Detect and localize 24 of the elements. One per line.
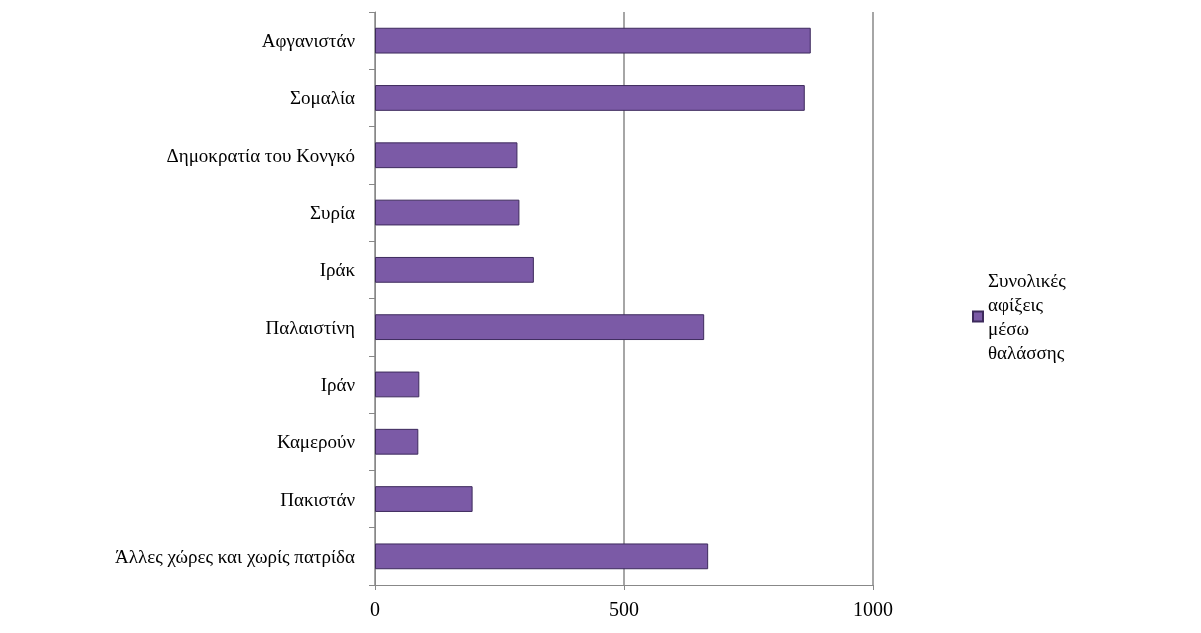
y-tick-label: Καμερούν xyxy=(276,431,356,453)
x-tick-label: 500 xyxy=(609,598,639,620)
y-tick-label: Ιράκ xyxy=(319,259,356,281)
y-tick-label: Συρία xyxy=(309,202,356,224)
bar xyxy=(375,486,473,512)
bar xyxy=(375,543,709,570)
legend-label: Συνολικές αφίξεις μέσω θαλάσσης xyxy=(988,270,1071,363)
x-tick-label: 1000 xyxy=(853,598,893,620)
y-tick-label: Ιράν xyxy=(320,373,356,395)
y-tick-label: Πακιστάν xyxy=(280,488,356,510)
bar xyxy=(375,199,520,226)
bar xyxy=(375,27,811,54)
y-tick-label: Σομαλία xyxy=(290,87,356,109)
bar xyxy=(375,371,420,398)
bar xyxy=(375,428,419,455)
x-tick-label: 0 xyxy=(370,598,380,620)
y-tick-label: Δημοκρατία του Κονγκό xyxy=(166,144,355,166)
bar xyxy=(375,85,805,111)
bar xyxy=(375,142,518,169)
bar xyxy=(375,256,534,283)
bar xyxy=(375,314,705,341)
y-tick-label: Άλλες χώρες και χωρίς πατρίδα xyxy=(115,545,356,567)
y-tick-label: Αφγανιστάν xyxy=(261,30,356,52)
y-tick-label: Παλαιστίνη xyxy=(265,316,355,338)
